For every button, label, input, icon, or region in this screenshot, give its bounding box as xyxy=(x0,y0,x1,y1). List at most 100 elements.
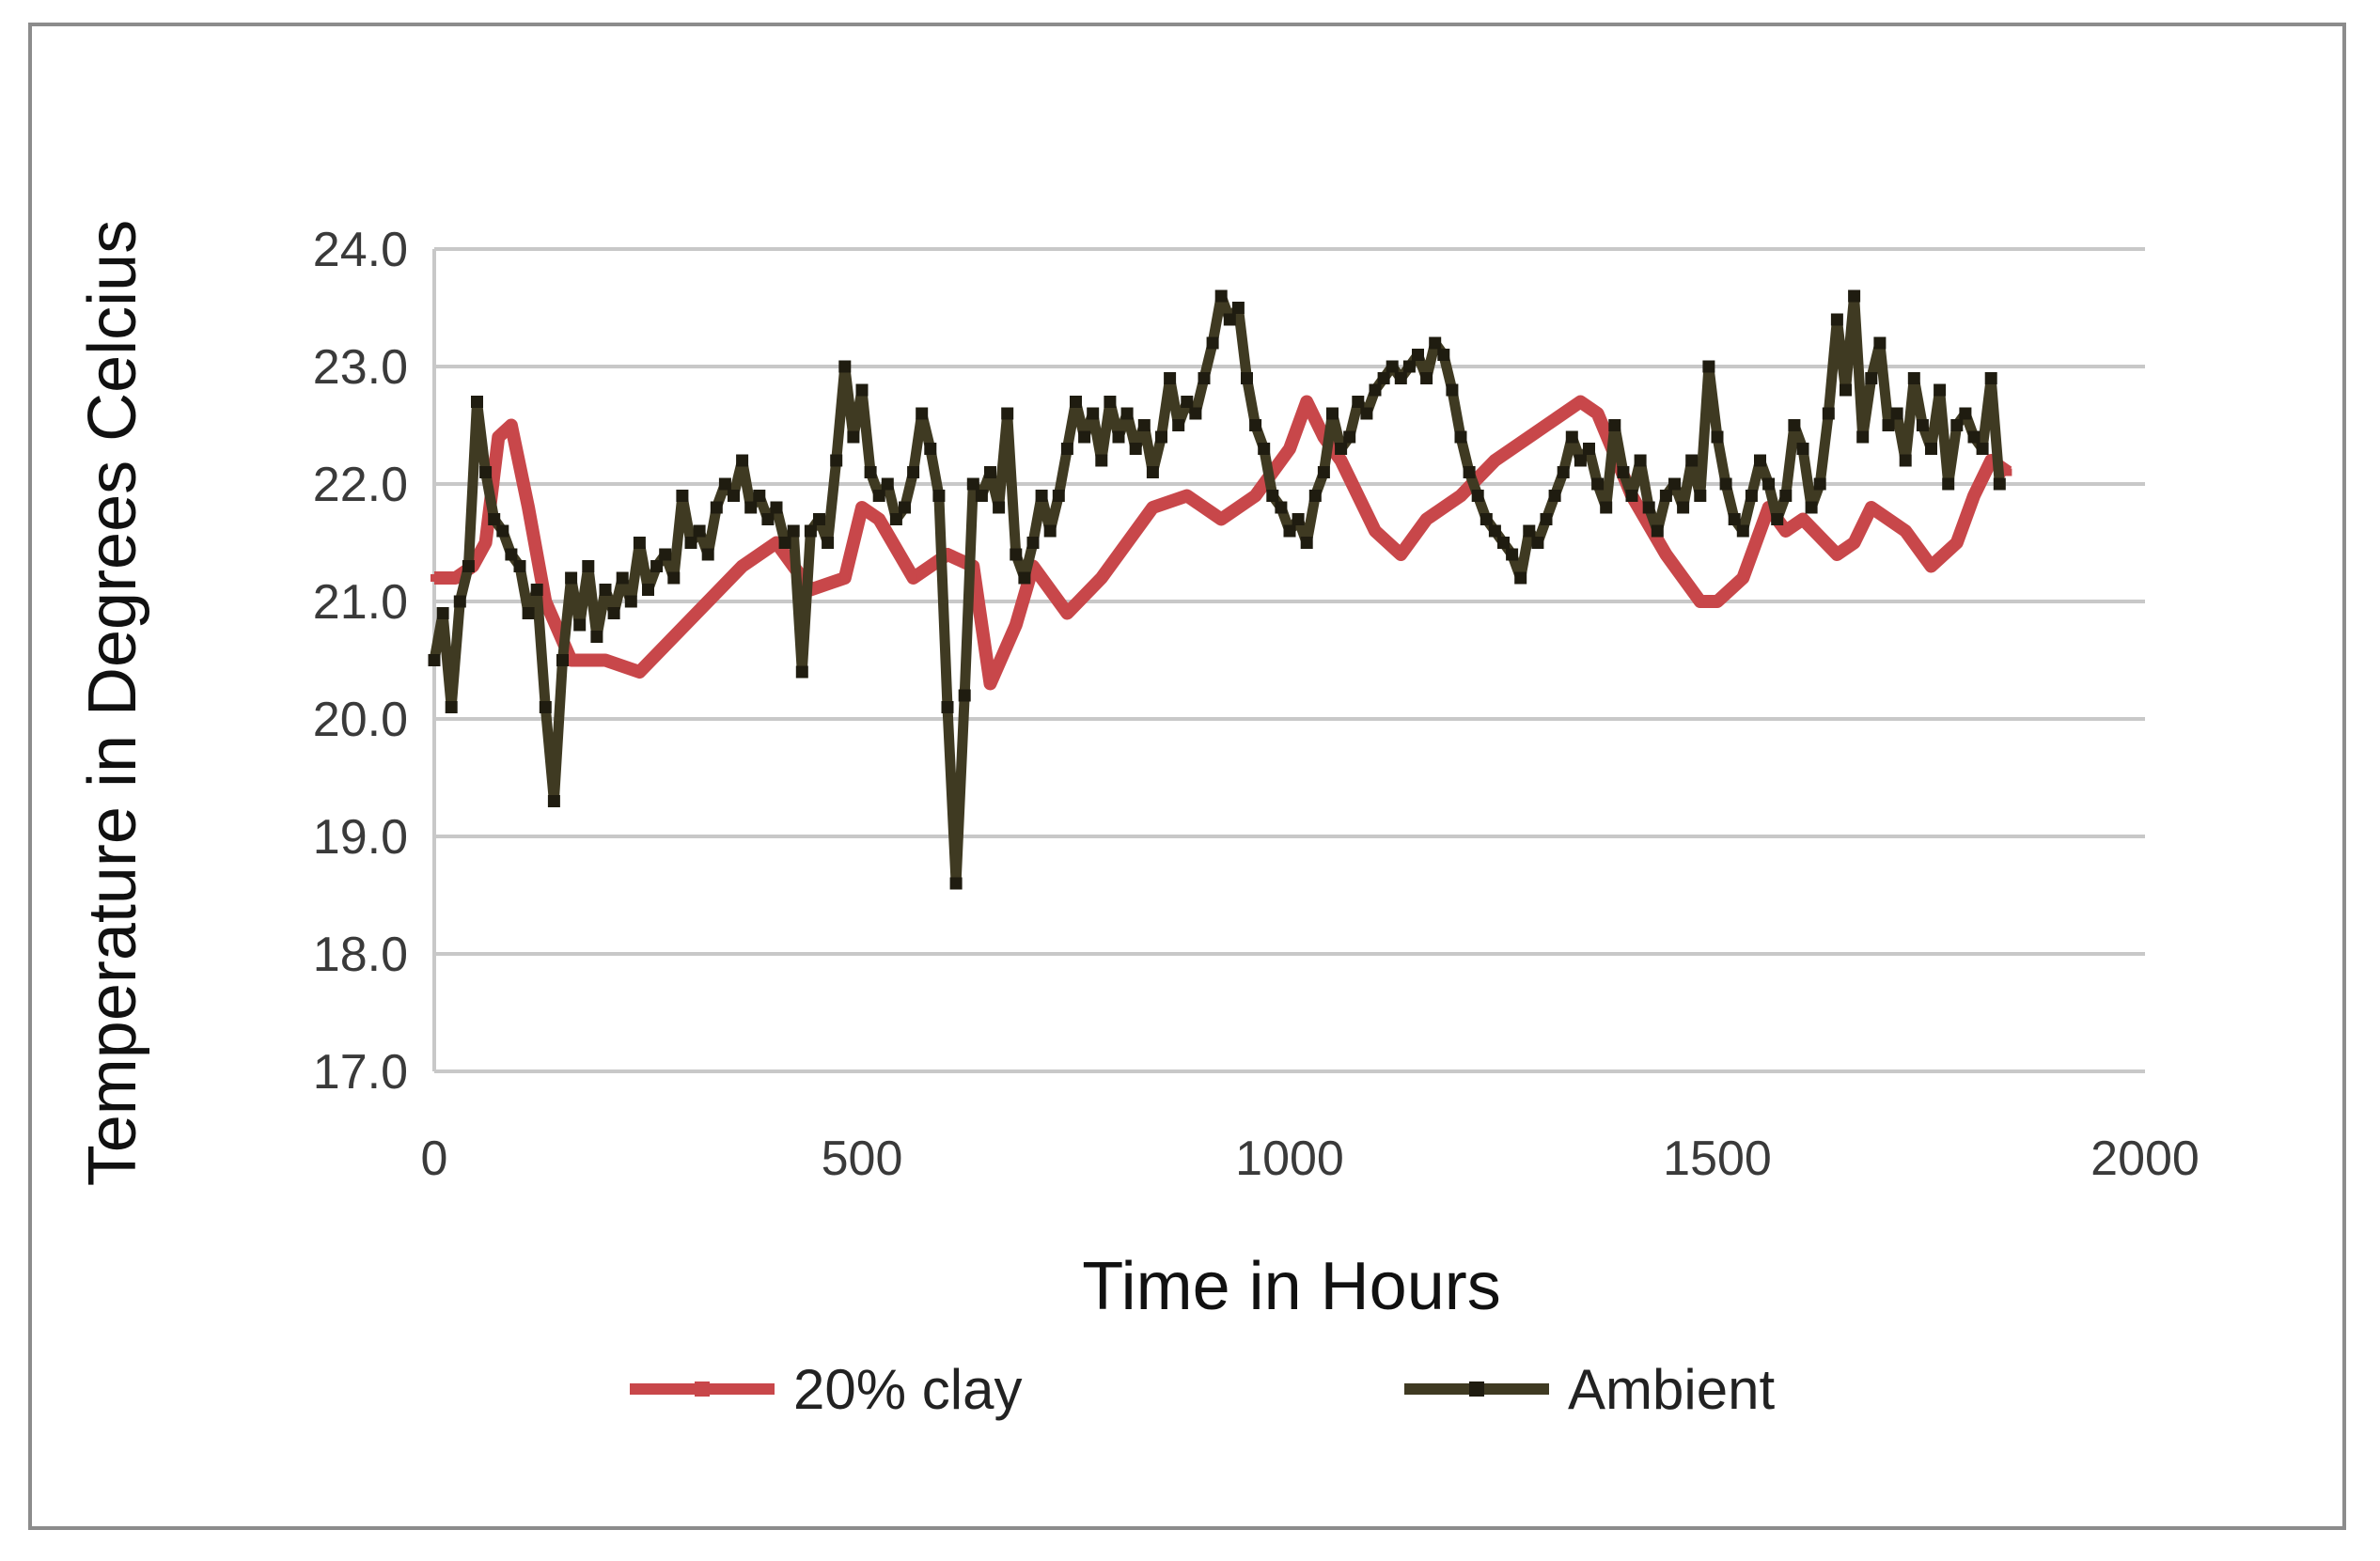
data-point xyxy=(642,584,654,596)
x-tick-label: 1000 xyxy=(1235,1132,1344,1186)
data-point xyxy=(1739,574,1747,582)
data-point xyxy=(840,574,849,582)
data-point xyxy=(1600,501,1613,514)
data-point xyxy=(1146,466,1159,478)
data-point xyxy=(1694,490,1707,502)
data-point xyxy=(513,560,526,572)
data-point xyxy=(1927,562,1935,570)
y-tick-label: 20.0 xyxy=(313,693,408,747)
data-point xyxy=(1591,477,1605,491)
data-point xyxy=(909,574,917,582)
y-tick-label: 17.0 xyxy=(313,1045,408,1100)
data-point xyxy=(539,701,552,713)
data-point xyxy=(1189,407,1202,420)
data-point xyxy=(1087,407,1100,420)
data-point xyxy=(838,360,852,373)
data-point xyxy=(1967,430,1981,444)
data-point xyxy=(573,618,587,632)
data-point xyxy=(728,490,740,502)
data-point xyxy=(778,537,791,549)
data-point xyxy=(1241,372,1253,384)
data-point xyxy=(505,548,518,561)
data-point xyxy=(1976,443,1989,455)
data-point xyxy=(855,383,869,397)
data-point xyxy=(944,551,951,558)
data-point xyxy=(602,656,609,664)
data-point xyxy=(761,513,775,525)
data-point xyxy=(1060,443,1073,455)
data-point xyxy=(1754,454,1766,467)
y-axis-title-text: Temperature in Degrees Celcius xyxy=(75,220,150,1186)
data-point xyxy=(1902,527,1910,535)
data-point xyxy=(864,466,877,478)
data-point xyxy=(822,537,835,549)
data-point xyxy=(1805,501,1818,514)
data-point xyxy=(1337,457,1345,464)
data-point xyxy=(1719,477,1732,491)
y-tick-label: 19.0 xyxy=(313,810,408,865)
data-point xyxy=(1480,513,1493,525)
data-point xyxy=(590,631,603,643)
data-point xyxy=(1642,501,1655,514)
data-point xyxy=(1471,490,1484,502)
data-point xyxy=(669,632,678,641)
data-point xyxy=(847,430,860,444)
data-point xyxy=(1625,490,1638,502)
data-point xyxy=(1662,551,1670,558)
data-point xyxy=(1275,501,1288,514)
data-point xyxy=(1446,383,1459,397)
series-layer xyxy=(428,289,2012,890)
data-point xyxy=(1115,551,1122,558)
data-point xyxy=(1799,515,1807,523)
data-point xyxy=(1164,372,1177,384)
data-point xyxy=(1970,492,1978,500)
data-point xyxy=(659,548,672,561)
data-point xyxy=(1317,466,1330,478)
data-point xyxy=(1231,302,1245,314)
chart-frame: 17.0 18.0 19.0 20.0 21.0 22.0 23.0 24.0 0 500 100… xyxy=(28,23,2346,1530)
data-point xyxy=(1437,349,1450,361)
data-point xyxy=(1369,383,1382,397)
data-point xyxy=(667,571,681,585)
data-point xyxy=(431,574,438,582)
data-point xyxy=(1112,430,1125,444)
x-axis-ticks: 0 500 1000 1500 2000 xyxy=(421,1132,2200,1186)
data-point xyxy=(1402,360,1416,373)
data-point xyxy=(1454,430,1467,444)
data-point xyxy=(1018,571,1031,585)
data-point xyxy=(1104,396,1117,408)
data-point xyxy=(1377,372,1390,384)
data-point xyxy=(1559,410,1568,417)
data-point xyxy=(1506,548,1519,561)
data-point xyxy=(770,501,783,514)
data-point xyxy=(704,598,712,605)
data-point xyxy=(813,513,825,525)
data-point xyxy=(1026,537,1040,549)
data-point xyxy=(1129,443,1142,455)
data-point xyxy=(941,701,954,713)
data-point xyxy=(1840,383,1852,397)
data-point xyxy=(1659,490,1672,502)
data-point xyxy=(710,501,723,514)
data-point xyxy=(1360,407,1373,420)
data-point xyxy=(2004,468,2012,476)
y-tick-label: 22.0 xyxy=(313,458,408,512)
legend-item-clay: 20% clay xyxy=(630,1358,1022,1421)
data-point xyxy=(1987,457,1996,464)
data-point xyxy=(966,477,979,491)
series-clay xyxy=(431,395,2012,691)
data-point xyxy=(736,454,749,467)
data-point xyxy=(1052,490,1065,502)
data-point xyxy=(1890,407,1903,420)
data-point xyxy=(1397,551,1405,558)
data-point xyxy=(1266,490,1279,502)
data-point xyxy=(795,665,808,679)
legend: 20% clay Ambient xyxy=(630,1358,1775,1421)
data-point xyxy=(744,501,758,514)
data-point xyxy=(1300,537,1313,549)
data-point xyxy=(1217,515,1226,523)
data-point xyxy=(1035,490,1048,502)
data-point xyxy=(428,654,441,666)
data-point xyxy=(1412,349,1424,361)
data-point xyxy=(1097,574,1105,582)
